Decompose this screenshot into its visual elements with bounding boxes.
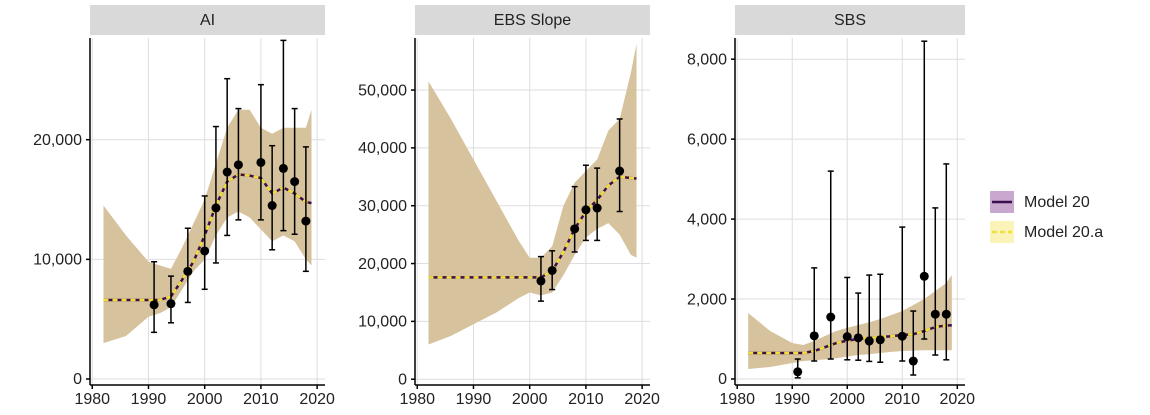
observation <box>570 224 580 234</box>
observation <box>256 157 266 167</box>
observation <box>536 276 546 286</box>
observation <box>592 203 602 213</box>
observation <box>267 201 277 211</box>
confidence-band <box>748 275 952 370</box>
facet-title: AI <box>200 12 215 29</box>
facet-strip <box>735 5 965 35</box>
y-tick-label: 20,000 <box>358 256 407 273</box>
model-line <box>748 324 952 355</box>
y-tick-label: 2,000 <box>687 291 727 308</box>
y-tick-label: 50,000 <box>358 82 407 99</box>
x-tick-label: 2000 <box>512 391 548 408</box>
x-tick-label: 2010 <box>884 391 920 408</box>
model-line <box>103 173 312 302</box>
observation <box>615 166 625 176</box>
y-tick-label: 10,000 <box>358 314 407 331</box>
observation <box>930 309 940 319</box>
observation <box>233 160 243 170</box>
observation <box>211 203 221 213</box>
observation <box>897 331 907 341</box>
x-tick-label: 2020 <box>939 391 975 408</box>
observation <box>842 332 852 342</box>
observation <box>826 312 836 322</box>
observation <box>875 335 885 345</box>
facet-strip <box>90 5 325 35</box>
observation <box>278 163 288 173</box>
x-tick-label: 2020 <box>299 391 335 408</box>
observation <box>183 266 193 276</box>
y-tick-label: 40,000 <box>358 140 407 157</box>
legend-label: Model 20 <box>1024 194 1090 211</box>
observation <box>919 271 929 281</box>
model-line <box>428 175 637 279</box>
x-tick-label: 2000 <box>187 391 223 408</box>
x-tick-label: 1980 <box>399 391 435 408</box>
observation <box>793 367 803 377</box>
y-tick-label: 0 <box>73 371 82 388</box>
y-tick-label: 10,000 <box>33 252 82 269</box>
x-tick-label: 1990 <box>456 391 492 408</box>
x-tick-label: 1980 <box>719 391 755 408</box>
y-tick-label: 20,000 <box>33 132 82 149</box>
observation <box>853 333 863 343</box>
observation <box>547 265 557 275</box>
x-tick-label: 1990 <box>131 391 167 408</box>
y-tick-label: 0 <box>398 371 407 388</box>
observation <box>200 246 210 256</box>
y-tick-label: 0 <box>718 371 727 388</box>
facet-title: EBS Slope <box>494 12 571 29</box>
observation <box>908 356 918 366</box>
x-tick-label: 1990 <box>774 391 810 408</box>
y-tick-label: 8,000 <box>687 51 727 68</box>
y-tick-label: 30,000 <box>358 198 407 215</box>
x-tick-label: 2020 <box>624 391 660 408</box>
observation <box>301 216 311 226</box>
x-tick-label: 2010 <box>243 391 279 408</box>
observation <box>166 299 176 309</box>
observation <box>864 336 874 346</box>
legend-label: Model 20.a <box>1024 224 1103 241</box>
x-tick-label: 1980 <box>74 391 110 408</box>
x-tick-label: 2000 <box>829 391 865 408</box>
facet-title: SBS <box>834 12 866 29</box>
facet-strip <box>415 5 650 35</box>
observation <box>581 205 591 215</box>
confidence-band <box>428 43 637 345</box>
observation <box>149 300 159 310</box>
observation <box>809 331 819 341</box>
observation <box>290 177 300 187</box>
y-tick-label: 6,000 <box>687 131 727 148</box>
y-tick-label: 4,000 <box>687 211 727 228</box>
x-tick-label: 2010 <box>568 391 604 408</box>
observation <box>941 309 951 319</box>
observation <box>222 167 232 177</box>
